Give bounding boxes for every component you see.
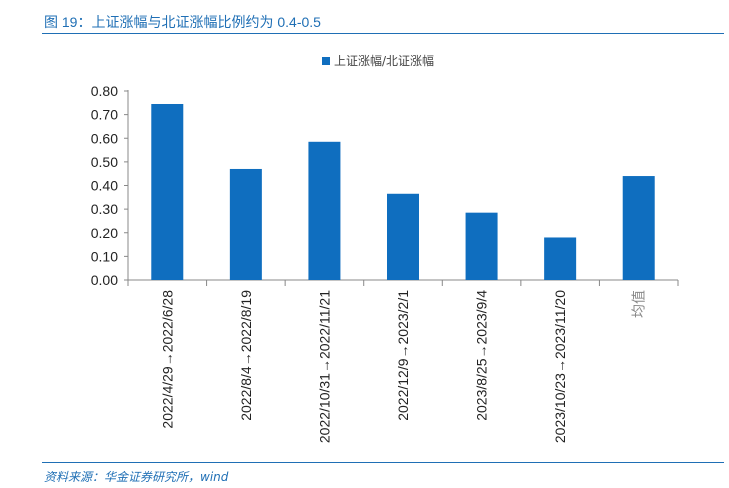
source-note: 资料来源：华金证券研究所，wind (44, 470, 229, 484)
bars (151, 103, 655, 281)
legend: 上证涨幅/北证涨幅 (322, 53, 434, 68)
y-tick-label: 0.30 (91, 201, 118, 217)
x-tick-label: 2023/8/25→2023/9/4 (474, 290, 490, 421)
bar (544, 237, 577, 280)
x-tick-label: 2022/12/9→2023/2/1 (395, 290, 411, 421)
source-divider (42, 462, 724, 463)
x-tick-label: 2022/4/29→2022/6/28 (159, 290, 175, 429)
x-tick-label: 2023/10/23→2023/11/20 (552, 290, 568, 443)
y-tick-label: 0.50 (91, 154, 118, 170)
legend-swatch (322, 57, 330, 65)
bar (308, 141, 341, 280)
y-tick-label: 0.80 (91, 83, 118, 99)
bar (387, 193, 419, 280)
x-tick-label: 均值 (631, 290, 647, 318)
figure-title: 图 19：上证涨幅与北证涨幅比例约为 0.4-0.5 (44, 14, 321, 30)
axes: 0.00 0.10 0.20 0.30 0.40 0.50 0.60 0.70 0.80 2022… (91, 83, 679, 443)
y-tick-label: 0.20 (91, 225, 118, 241)
bar (465, 212, 498, 280)
legend-label: 上证涨幅/北证涨幅 (334, 53, 434, 68)
y-tick-label: 0.00 (91, 272, 118, 288)
y-tick-label: 0.10 (91, 248, 118, 264)
bar (622, 176, 655, 280)
x-tick-label: 2022/8/4→2022/8/19 (238, 290, 254, 421)
bar (229, 168, 262, 280)
y-tick-label: 0.70 (91, 107, 118, 123)
bar (151, 103, 184, 281)
y-tick-label: 0.40 (91, 178, 118, 194)
title-divider (42, 33, 724, 34)
x-tick-label: 2022/10/31→2022/11/21 (316, 290, 332, 443)
y-tick-label: 0.60 (91, 130, 118, 146)
